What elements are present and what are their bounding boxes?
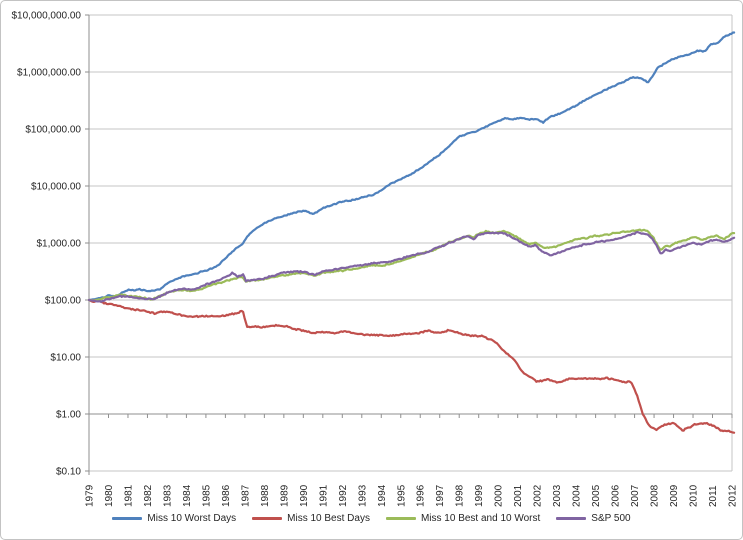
y-axis-labels: $10,000,000.00 $1,000,000.00 $100,000.00 $1… [11, 11, 81, 478]
legend-item-3: S&P 500 [556, 513, 631, 524]
legend-line-swatch [556, 517, 587, 520]
x-axis-label: 2008 [650, 484, 661, 507]
x-axis-labels: 1979 1980 1981 1982 1983 1984 1985 1986 1987 1988… [85, 484, 739, 507]
legend-item-0: Miss 10 Worst Days [112, 513, 236, 524]
legend-line-swatch [252, 517, 283, 520]
legend-item-2: Miss 10 Best and 10 Worst [385, 513, 541, 524]
x-axis-label: 1981 [123, 484, 134, 507]
legend-label: Miss 10 Best and 10 Worst [420, 513, 541, 524]
x-axis-label: 1994 [377, 484, 388, 507]
legend-label: Miss 10 Worst Days [147, 513, 237, 524]
x-axis-label: 1988 [260, 484, 271, 507]
legend-line-swatch [385, 517, 416, 520]
y-axis-label: $10,000.00 [31, 182, 81, 193]
legend-item-1: Miss 10 Best Days [252, 513, 370, 524]
series-line-0 [87, 31, 736, 302]
x-axis-label: 1995 [396, 484, 407, 507]
y-axis-label: $100,000.00 [25, 125, 81, 136]
x-axis-label: 2011 [708, 485, 719, 507]
x-axis-label: 2000 [494, 484, 505, 507]
y-axis-label: $1,000,000.00 [17, 68, 81, 79]
x-axis-label: 1985 [201, 484, 212, 507]
x-axis-label: 1999 [474, 484, 485, 507]
x-axis-label: 1984 [182, 484, 193, 507]
x-axis-label: 2002 [533, 484, 544, 507]
x-axis-label: 2012 [728, 484, 739, 507]
x-axis-label: 1982 [143, 484, 154, 507]
axis-lines [85, 14, 733, 475]
series-line-2 [87, 228, 736, 302]
x-axis-label: 2010 [689, 484, 700, 507]
x-axis-label: 1979 [85, 484, 96, 507]
x-axis-label: 2006 [611, 484, 622, 507]
x-axis-label: 1993 [357, 484, 368, 507]
x-axis-label: 1989 [279, 484, 290, 507]
x-axis-label: 1997 [435, 484, 446, 507]
x-axis-label: 1992 [338, 484, 349, 507]
y-axis-label: $1.00 [56, 410, 81, 421]
y-axis-label: $1,000.00 [37, 239, 82, 250]
series-line-3 [87, 230, 736, 303]
series-lines [87, 31, 736, 434]
legend-label: Miss 10 Best Days [287, 513, 370, 524]
x-axis-label: 2005 [591, 484, 602, 507]
y-axis-label: $0.10 [56, 467, 81, 478]
x-axis-label: 1998 [455, 484, 466, 507]
x-axis-label: 2003 [552, 484, 563, 507]
legend: Miss 10 Worst Days Miss 10 Best Days Miss … [1, 513, 742, 524]
y-axis-label: $10.00 [50, 353, 81, 364]
x-axis-label: 2009 [669, 484, 680, 507]
gridlines [89, 14, 733, 472]
legend-line-swatch [112, 517, 143, 520]
x-axis-label: 1987 [240, 484, 251, 507]
series-line-1 [87, 298, 736, 434]
legend-label: S&P 500 [591, 513, 631, 524]
x-axis-label: 2007 [630, 484, 641, 507]
y-axis-label: $10,000,000.00 [11, 11, 81, 22]
x-axis-label: 2001 [513, 484, 524, 507]
x-axis-label: 2004 [572, 484, 583, 507]
y-axis-label: $100.00 [45, 296, 82, 307]
x-axis-label: 1991 [318, 484, 329, 507]
x-axis-label: 1996 [416, 484, 427, 507]
x-axis-label: 1980 [104, 484, 115, 507]
x-axis-label: 1983 [162, 484, 173, 507]
x-axis-label: 1990 [299, 484, 310, 507]
x-axis-label: 1986 [221, 484, 232, 507]
